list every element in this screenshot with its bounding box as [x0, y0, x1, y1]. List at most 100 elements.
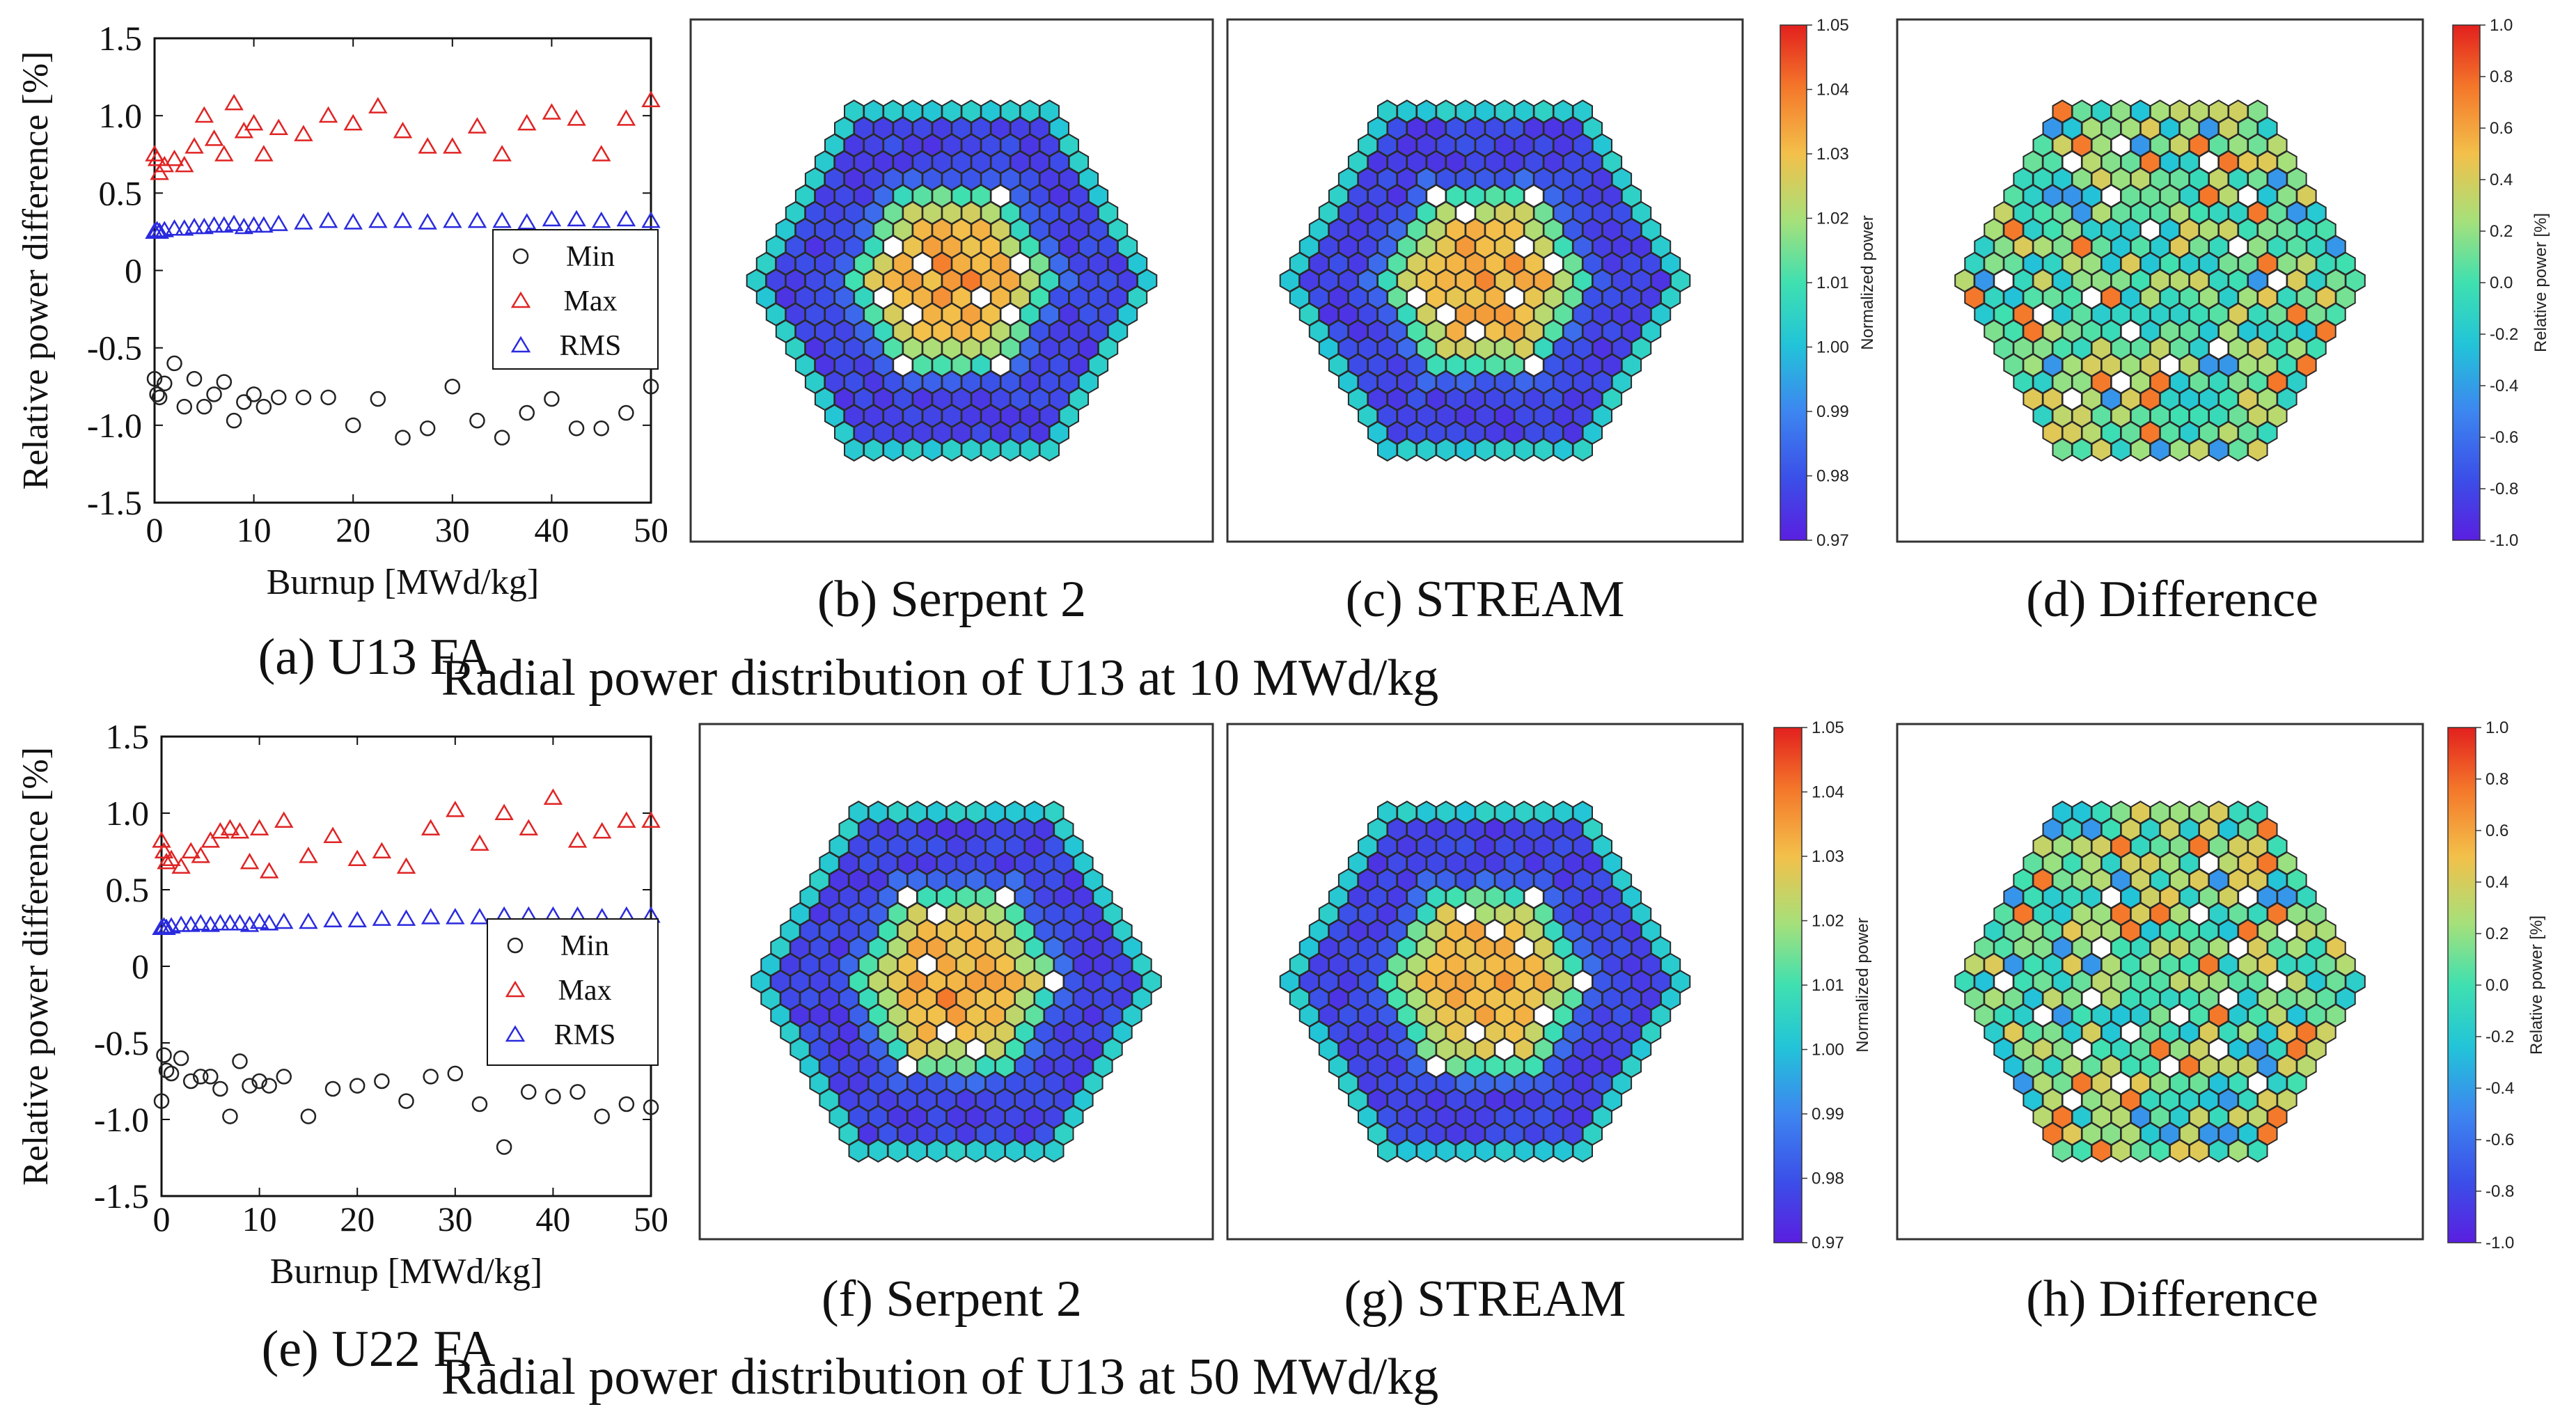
- data-point-max: [175, 155, 194, 173]
- colorbar-tick-label: 1.03: [1816, 145, 1849, 164]
- data-point-rms: [259, 913, 279, 931]
- data-point-max: [617, 811, 636, 828]
- legend-label-rms: RMS: [560, 330, 622, 362]
- data-point-min: [246, 386, 262, 402]
- legend-marker-max: [510, 291, 531, 308]
- data-point-min: [203, 1069, 219, 1085]
- data-point-min: [568, 420, 585, 437]
- legend-label-min: Min: [566, 241, 615, 273]
- data-point-rms: [204, 216, 224, 233]
- colorbar-gradient: [2447, 727, 2476, 1243]
- data-point-max: [446, 801, 465, 817]
- data-point-min: [146, 370, 163, 387]
- panel-caption: (b) Serpent 2: [817, 571, 1086, 628]
- data-point-min: [444, 379, 461, 395]
- panel-caption: (g) STREAM: [1344, 1271, 1626, 1328]
- data-point-min: [236, 394, 252, 410]
- x-tick-label: 20: [340, 1200, 375, 1239]
- hex-cell: [2345, 269, 2366, 292]
- data-point-rms: [224, 214, 244, 231]
- data-point-min: [192, 1069, 209, 1085]
- hex-lattice: [751, 801, 1162, 1163]
- data-point-min: [469, 412, 485, 429]
- data-point-rms: [343, 213, 363, 230]
- data-point-max: [204, 129, 224, 146]
- data-point-max: [347, 849, 367, 867]
- data-point-max: [147, 149, 167, 166]
- y-tick-label: 1.5: [106, 717, 150, 756]
- data-point-rms: [347, 911, 367, 928]
- y-tick-label: -0.5: [87, 329, 142, 368]
- series-rms: [145, 210, 661, 239]
- legend-label-rms: RMS: [554, 1019, 616, 1051]
- data-point-rms: [274, 912, 294, 929]
- x-axis-label: Burnup [MWd/kg]: [270, 1252, 542, 1291]
- data-point-max: [543, 788, 563, 805]
- data-point-rms: [249, 912, 269, 929]
- colorbar-gradient: [2452, 24, 2481, 541]
- legend-marker-min: [507, 937, 524, 954]
- data-point-min: [349, 1078, 366, 1094]
- colorbar-tick-label: 0.8: [2485, 770, 2508, 789]
- data-point-rms: [421, 908, 441, 925]
- data-point-min: [395, 430, 411, 446]
- colorbar-tick-label: -0.4: [2485, 1079, 2514, 1098]
- data-point-min: [618, 1096, 635, 1113]
- colorbar-tick-label: 1.03: [1812, 847, 1844, 866]
- data-point-rms: [467, 211, 487, 228]
- data-point-rms: [318, 211, 338, 228]
- series-min: [146, 355, 659, 446]
- scatter-chart-0: 1.51.00.50-0.5-1.0-1.50 10 20 30 40 50Burnup …: [16, 19, 668, 686]
- y-tick-label: 0: [125, 251, 142, 290]
- data-point-max: [162, 849, 181, 867]
- data-point-min: [345, 417, 361, 434]
- data-point-max: [259, 862, 279, 879]
- colorbar-tick-label: 1.0: [2490, 16, 2513, 35]
- data-point-max: [318, 106, 338, 123]
- data-point-rms: [567, 210, 586, 227]
- data-point-min: [447, 1065, 464, 1082]
- panel-caption: (h) Difference: [2026, 1271, 2318, 1328]
- data-point-max: [230, 821, 250, 839]
- legend: Min Max RMS: [487, 918, 659, 1066]
- colorbar-tick-label: 0.6: [2490, 119, 2513, 138]
- data-point-rms: [164, 219, 184, 236]
- data-point-min: [149, 386, 165, 402]
- heatmap-panel-5: (f) Serpent 2: [698, 723, 1214, 1328]
- colorbar-tick-label: 0.8: [2490, 68, 2513, 86]
- data-point-rms: [171, 915, 191, 932]
- hex-lattice: [1279, 801, 1691, 1163]
- y-tick-label: 1.5: [99, 19, 143, 58]
- data-point-min: [618, 404, 634, 421]
- colorbar-tick-label: 1.00: [1812, 1041, 1844, 1060]
- data-point-min: [212, 1080, 228, 1097]
- data-point-max: [421, 819, 441, 836]
- colorbar-tick-label: 0.97: [1816, 531, 1849, 550]
- data-point-max: [567, 831, 588, 848]
- colorbar-tick-label: 0.0: [2485, 976, 2508, 995]
- colorbar-tick-label: 1.01: [1812, 976, 1844, 995]
- colorbar-tick-label: 0.99: [1812, 1105, 1844, 1124]
- panel-caption: (c) STREAM: [1346, 571, 1625, 628]
- data-point-min: [370, 391, 386, 407]
- x-tick-label: 20: [336, 510, 370, 549]
- data-point-max: [164, 149, 184, 166]
- data-point-min: [496, 1139, 512, 1155]
- bottom-title: Radial power distribution of U13 at 50 M…: [441, 1349, 1439, 1406]
- colorbar-tick-label: 1.00: [1816, 338, 1849, 357]
- y-tick-label: -0.5: [94, 1023, 149, 1062]
- y-tick-label: 0.5: [99, 173, 143, 212]
- data-point-min: [226, 412, 242, 429]
- data-point-max: [591, 145, 611, 162]
- data-point-min: [261, 1078, 277, 1094]
- data-point-max: [210, 821, 230, 839]
- data-point-min: [521, 1084, 537, 1100]
- data-point-max: [519, 819, 538, 836]
- hex-lattice: [1954, 100, 2366, 462]
- legend-label-max: Max: [564, 285, 618, 317]
- data-point-rms: [517, 213, 537, 230]
- data-point-max: [299, 847, 318, 863]
- x-tick-label: 0: [153, 1200, 171, 1239]
- data-point-max: [201, 831, 221, 848]
- y-tick-label: 1.0: [99, 96, 143, 135]
